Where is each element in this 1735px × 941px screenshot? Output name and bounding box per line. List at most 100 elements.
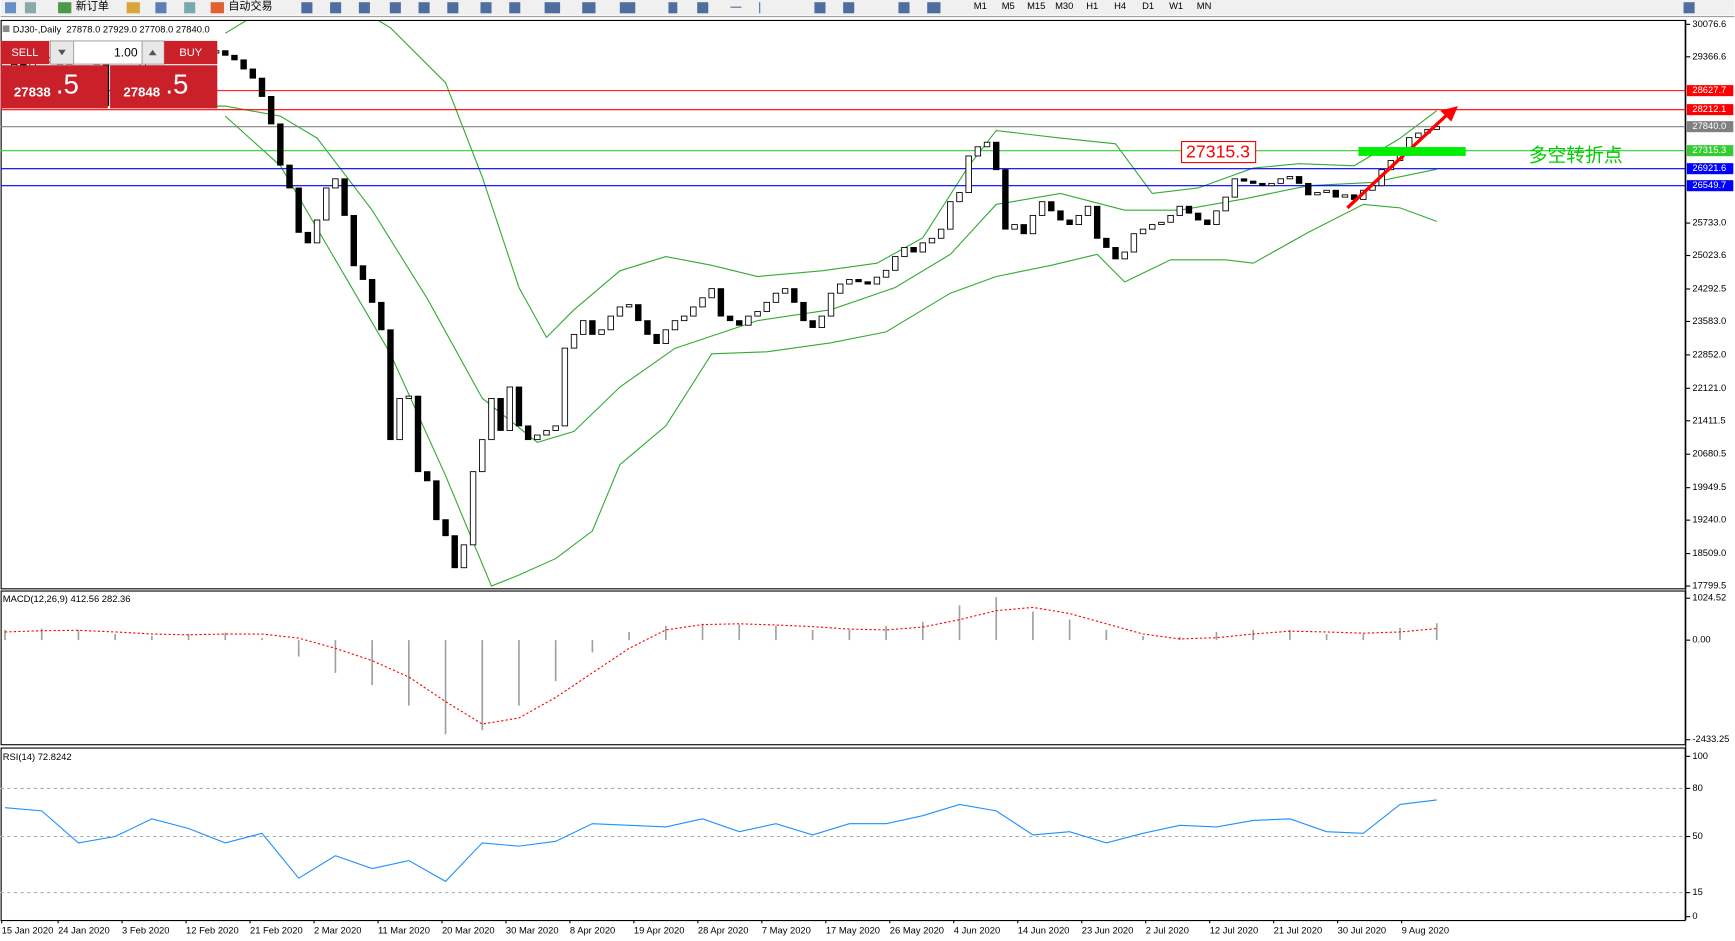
candle [1149,224,1156,230]
timeframe-button[interactable]: H4 [1114,0,1126,11]
buy-price[interactable]: 27848 [123,84,160,99]
y-tick-label: 30076.6 [1692,18,1726,29]
icon[interactable] [898,2,910,14]
candle [855,279,862,283]
x-tick-label: 17 May 2020 [826,925,880,936]
x-tick-label: 12 Jul 2020 [1210,925,1258,936]
macd-signal [4,606,1437,725]
timeframe-button[interactable]: H1 [1086,0,1098,11]
icon[interactable] [509,2,521,14]
candle [267,96,275,125]
icon[interactable] [759,2,761,14]
trend-arrow [1346,111,1451,210]
candle [754,311,761,317]
timeframe-button[interactable]: D1 [1142,0,1154,11]
icon[interactable] [24,2,36,14]
candle [1112,247,1119,260]
candle [699,297,706,308]
candle [993,141,1000,171]
candle [873,276,881,285]
icon[interactable] [927,2,941,14]
lot-value[interactable]: 1.00 [114,45,138,59]
candle [882,269,890,278]
icon[interactable] [5,2,17,14]
candle [717,288,725,317]
rsi-tick-label: 50 [1692,830,1702,841]
macd-tick-label: 1024.52 [1692,592,1726,603]
icon[interactable] [843,2,855,14]
sell-price-box[interactable] [0,65,108,109]
icon[interactable] [447,2,459,14]
candle [561,347,569,427]
candle [1066,219,1073,226]
icon[interactable] [301,2,313,14]
icon[interactable] [418,2,430,14]
sell-pips[interactable]: .5 [56,69,79,100]
candle [460,544,468,569]
candle [1048,201,1055,212]
tool-icons [301,2,941,14]
new-order-button[interactable]: 新订单 [76,0,109,13]
auto-trading-button[interactable]: 自动交易 [228,0,272,13]
auto-trading-icon[interactable] [210,2,224,14]
candle [635,304,642,322]
buy-label[interactable]: BUY [179,47,202,59]
timeframe-button[interactable]: MN [1197,0,1212,11]
y-tick-label: 24292.5 [1692,282,1726,293]
level-label: 26549.7 [1692,179,1726,190]
arrow-icon [58,49,66,56]
timeframe-button[interactable]: M30 [1055,0,1073,11]
buy-pips[interactable]: .5 [165,69,188,100]
candle [1002,169,1009,230]
rsi-panel [0,747,1686,922]
timeframe-button[interactable]: W1 [1169,0,1183,11]
candle [1240,178,1248,182]
y-tick-label: 19949.5 [1692,481,1726,492]
candle [552,425,559,431]
candle [1185,205,1193,214]
icon[interactable] [389,2,401,14]
icon[interactable] [544,2,561,14]
candle [1011,224,1018,230]
candle [772,292,780,303]
icon[interactable] [697,2,709,14]
candle [671,320,679,331]
sell-label[interactable]: SELL [11,47,38,59]
candle [304,231,312,244]
timeframe-button[interactable]: M5 [1002,0,1015,11]
icon[interactable] [480,2,492,14]
candle [295,187,302,233]
sell-button[interactable] [0,40,50,65]
icon[interactable] [155,2,167,14]
candle [1231,178,1239,198]
icon[interactable] [668,2,678,14]
icon[interactable] [126,2,140,14]
x-tick-label: 20 Mar 2020 [442,925,495,936]
icon[interactable] [184,2,196,14]
candle [1029,214,1037,235]
level-label-box [1686,180,1734,192]
candle [1139,228,1147,235]
new-order-icon[interactable] [58,2,72,14]
candle [506,386,513,431]
icon[interactable] [619,2,636,14]
rsi-tick-label: 15 [1692,886,1702,897]
x-tick-label: 2 Jul 2020 [1146,925,1189,936]
toolbar [0,0,1735,16]
buy-button[interactable] [164,40,218,65]
icon[interactable] [814,2,826,14]
icon[interactable] [730,6,742,8]
timeframe-button[interactable]: M15 [1027,0,1045,11]
search-icon[interactable] [1683,2,1695,14]
x-tick-label: 21 Feb 2020 [250,925,303,936]
candle [680,315,688,322]
icon[interactable] [330,2,342,14]
macd-label: MACD(12,26,9) 412.56 282.36 [3,593,131,604]
icon[interactable] [358,2,370,14]
icon[interactable] [582,2,596,14]
timeframe-button[interactable]: M1 [974,0,987,11]
candle [534,434,541,441]
sell-price[interactable]: 27838 [14,84,51,99]
buy-price-box[interactable] [110,65,218,109]
annotation-box [1180,140,1257,164]
